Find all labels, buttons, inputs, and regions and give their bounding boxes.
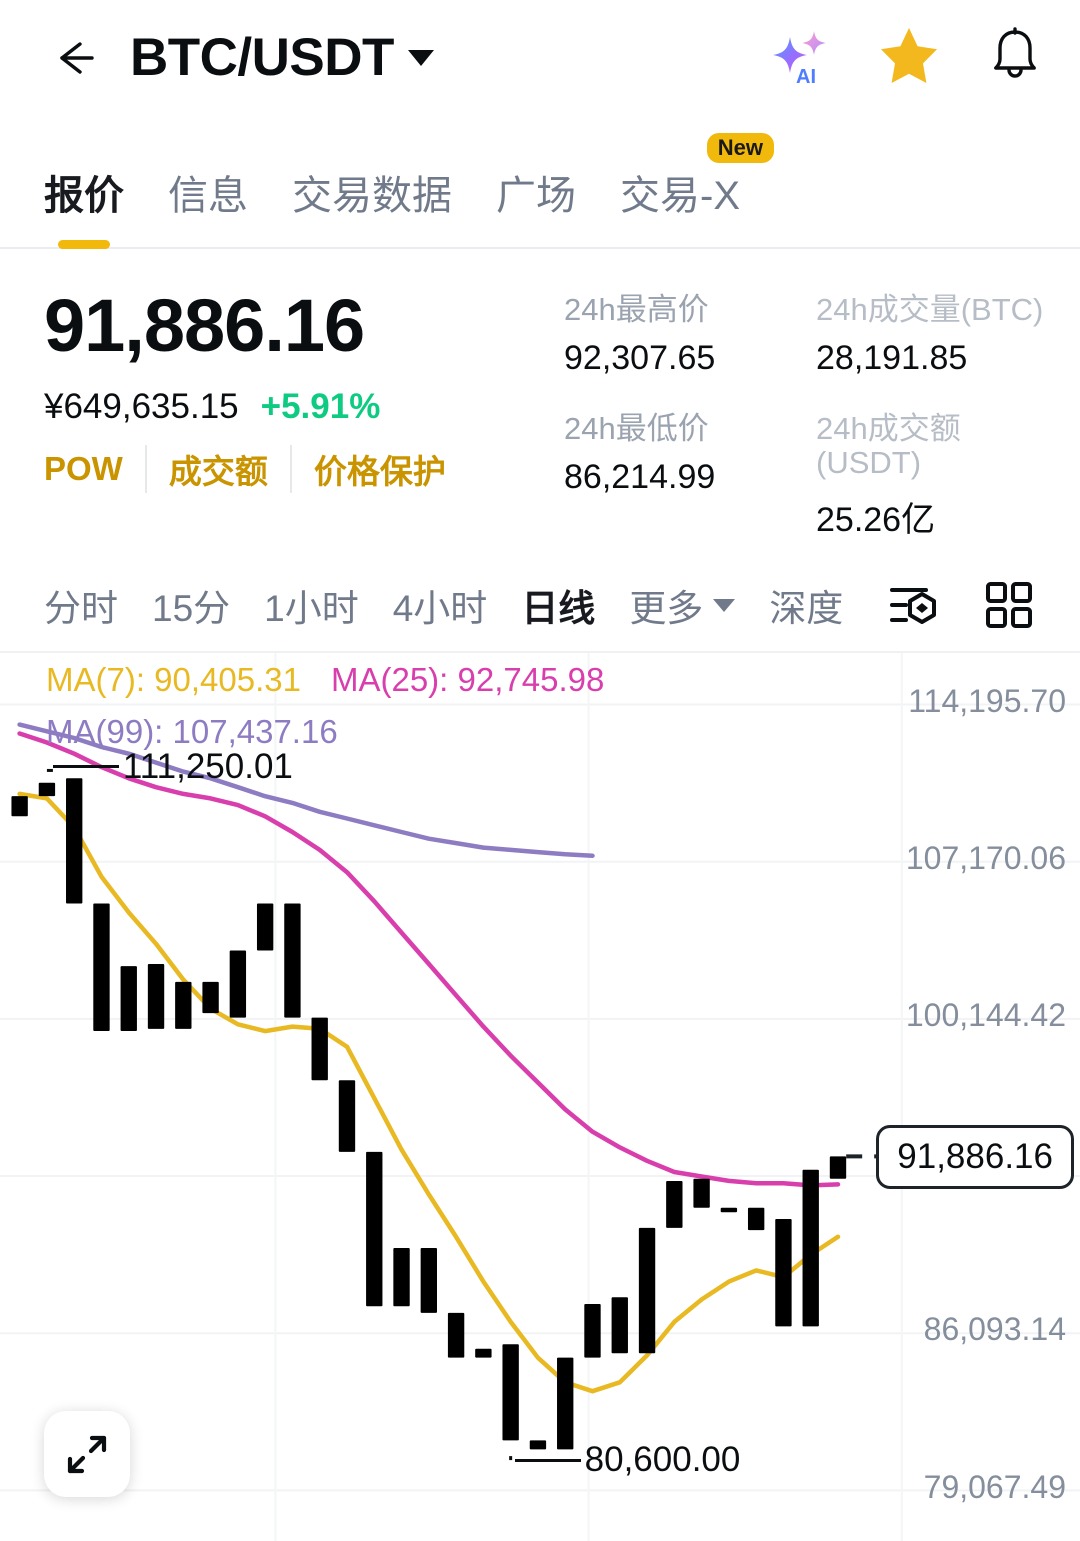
chart-tool-icons (886, 578, 1050, 632)
header-actions: AI (770, 24, 1044, 91)
stat-column-2: 24h成交量(BTC) 28,191.85 24h成交额(USDT) 25.26… (792, 292, 1044, 541)
new-badge: New (706, 133, 774, 163)
ai-sparkle-icon: AI (773, 30, 826, 88)
stat-label-24h-low: 24h最低价 (564, 411, 709, 447)
chevron-down-icon (407, 49, 434, 66)
tab-trade-data[interactable]: 交易数据 (292, 163, 452, 227)
tab-label: 信息 (168, 174, 248, 218)
annotation-leader-line (52, 765, 119, 769)
annotation-leader-line (514, 1458, 581, 1462)
timeframe-toolbar: 分时 15分 1小时 4小时 日线 更多 深度 (0, 559, 1080, 651)
tag-turnover[interactable]: 成交额 (144, 444, 290, 493)
timeframe-depth[interactable]: 深度 (769, 588, 844, 630)
period-low-value: 80,600.00 (584, 1440, 741, 1480)
stat-value-24h-volume-btc: 28,191.85 (816, 339, 968, 378)
tab-active-underline (58, 240, 110, 249)
tabs-divider (0, 247, 1080, 249)
ticker-tags: POW 成交额 价格保护 (44, 444, 564, 493)
timeframe-line[interactable]: 分时 (44, 588, 118, 630)
stat-column-1: 24h最高价 92,307.65 24h最低价 86,214.99 (564, 292, 792, 541)
tab-square[interactable]: 广场 (496, 163, 576, 227)
chevron-down-icon (713, 598, 736, 612)
tab-label: 交易数据 (292, 174, 452, 218)
ticker-subrow: ¥649,635.15 +5.91% (44, 387, 564, 427)
timeframe-divider (0, 651, 1080, 654)
ai-assistant-button[interactable]: AI (770, 27, 832, 89)
period-low-annotation: 80,600.00 (514, 1440, 741, 1480)
period-high-value: 111,250.01 (122, 746, 293, 786)
timeframe-1d[interactable]: 日线 (521, 588, 596, 630)
ticker-stats: 24h最高价 92,307.65 24h最低价 86,214.99 24h成交量… (564, 287, 1044, 541)
chart-canvas (0, 653, 1080, 1541)
tab-trade-x[interactable]: 交易-X New (620, 133, 774, 227)
tab-label: 广场 (496, 174, 576, 218)
expand-fullscreen-icon (67, 1436, 107, 1474)
stat-label-24h-turnover-usdt: 24h成交额(USDT) (816, 411, 961, 481)
favorite-button[interactable] (878, 24, 940, 91)
bell-notification-icon (994, 27, 1036, 78)
indicator-settings-icon[interactable] (886, 578, 940, 632)
ticker-panel: 91,886.16 ¥649,635.15 +5.91% POW 成交额 价格保… (0, 249, 1080, 559)
tab-quotes[interactable]: 报价 (44, 163, 124, 249)
stat-value-24h-high: 92,307.65 (564, 339, 716, 378)
tab-label: 报价 (44, 174, 124, 218)
change-percent: +5.91% (260, 386, 381, 426)
tab-label: 交易-X (620, 174, 740, 218)
app-header: BTC/USDT AI (0, 0, 1080, 115)
stat-label-24h-volume-btc: 24h成交量(BTC) (816, 292, 1044, 327)
expand-chart-button[interactable] (44, 1411, 130, 1498)
main-tabs: 报价 信息 交易数据 广场 交易-X New (0, 115, 1080, 249)
last-price: 91,886.16 (44, 284, 365, 367)
timeframe-more[interactable]: 更多 (629, 578, 736, 632)
grid-layout-icon[interactable] (982, 578, 1036, 632)
tab-info[interactable]: 信息 (168, 163, 248, 227)
tag-pow[interactable]: POW (44, 449, 123, 487)
tag-price-protection[interactable]: 价格保护 (289, 444, 468, 493)
period-high-annotation: 111,250.01 (52, 746, 293, 787)
back-button[interactable] (44, 28, 104, 88)
timeframe-more-label: 更多 (629, 588, 704, 630)
timeframe-4h[interactable]: 4小时 (392, 588, 488, 630)
current-price-tag: 91,886.16 (876, 1124, 1074, 1189)
notifications-button[interactable] (986, 26, 1044, 89)
svg-text:AI: AI (796, 66, 816, 88)
page-title: BTC/USDT (130, 28, 394, 87)
timeframe-1h[interactable]: 1小时 (264, 588, 359, 630)
stat-value-24h-turnover-usdt: 25.26亿 (816, 501, 936, 540)
stat-value-24h-low: 86,214.99 (564, 458, 716, 497)
stat-label-24h-high: 24h最高价 (564, 292, 709, 327)
back-arrow-icon (60, 41, 94, 74)
timeframe-15m[interactable]: 15分 (152, 588, 231, 630)
pair-selector[interactable]: BTC/USDT (130, 27, 434, 88)
ticker-price-column: 91,886.16 ¥649,635.15 +5.91% POW 成交额 价格保… (44, 287, 564, 541)
star-favorite-icon (881, 28, 937, 83)
fiat-price: ¥649,635.15 (44, 386, 239, 426)
